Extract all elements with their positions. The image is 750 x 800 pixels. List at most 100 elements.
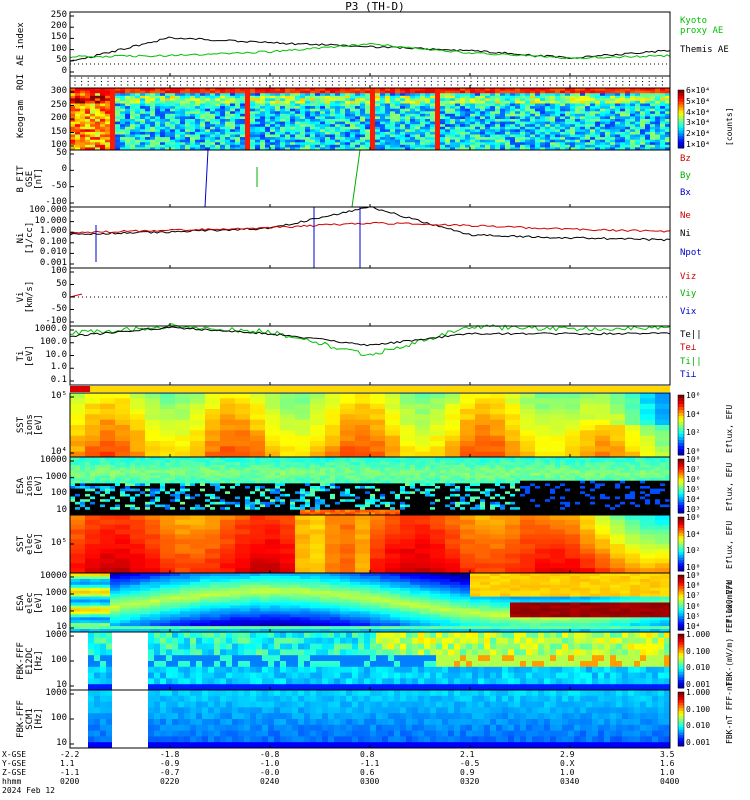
esa_i-cell <box>215 464 221 468</box>
esa_i-cell <box>225 491 231 495</box>
sst_i-cell <box>490 403 506 410</box>
esa_i-cell <box>75 464 81 468</box>
keo-cell <box>130 147 136 151</box>
esa_i-cell <box>380 478 386 482</box>
keo-cell <box>195 100 201 104</box>
keo-cell <box>115 134 121 138</box>
keo-cell <box>630 119 636 122</box>
esa_i-cell <box>320 491 326 495</box>
keo-cell <box>365 147 371 151</box>
keo-cell <box>580 131 586 135</box>
esa_i-cell <box>360 462 366 466</box>
esa_i-cell <box>80 488 86 492</box>
esa_i-cell <box>90 475 96 479</box>
esa_i-cell <box>340 462 346 466</box>
keo-cell <box>220 137 226 141</box>
esa_i-cell <box>105 470 111 474</box>
esa_i-cell <box>325 512 331 516</box>
keo-cell <box>195 124 201 128</box>
keo-cell <box>585 90 591 94</box>
esa_i-cell <box>205 493 211 497</box>
esa_i-cell <box>380 496 386 500</box>
keo-cell <box>510 139 516 143</box>
keo-cell <box>665 144 671 148</box>
keo-cell <box>400 95 406 99</box>
keo-cell <box>230 108 236 112</box>
esa_i-cell <box>110 504 116 508</box>
keo-cell <box>330 108 336 112</box>
esa_i-cell <box>315 462 321 466</box>
esa_i-cell <box>320 483 326 487</box>
esa_i-cell <box>240 509 246 513</box>
esa_i-cell <box>250 496 256 500</box>
keo-cell <box>305 116 311 120</box>
esa_i-cell <box>140 470 146 474</box>
keo-cell <box>365 116 371 120</box>
keo-cell <box>650 119 656 122</box>
keo-cell <box>260 134 266 138</box>
esa_i-cell <box>95 464 101 468</box>
keo-cell <box>600 88 606 91</box>
esa_i-cell <box>370 475 376 479</box>
esa_i-cell <box>155 475 161 479</box>
esa_i-cell <box>325 478 331 482</box>
esa_i-cell <box>255 467 261 471</box>
keo-cell <box>225 139 231 143</box>
keo-cell <box>550 95 556 99</box>
esa_i-cell <box>300 464 306 468</box>
sst_i-cell <box>295 451 311 458</box>
esa_i-cell <box>315 501 321 505</box>
esa_i-cell <box>355 459 361 463</box>
esa_i-cell <box>85 512 91 516</box>
esa_i-cell <box>225 462 231 466</box>
keo-cell <box>645 95 651 99</box>
keo-cell <box>175 137 181 141</box>
esa_i-cell <box>165 459 171 463</box>
keo-cell <box>180 147 186 151</box>
keo-cell <box>335 90 341 94</box>
esa_i-cell <box>315 509 321 513</box>
sst_i-cell <box>130 414 146 420</box>
keo-cell <box>630 103 636 107</box>
esa_i-cell <box>210 467 216 471</box>
esa_i-cell <box>210 499 216 503</box>
keo-cell <box>390 98 396 102</box>
keo-cell <box>365 129 371 133</box>
keo-cell <box>355 131 361 135</box>
keo-cell <box>450 93 456 97</box>
sst_i-cell <box>610 430 626 436</box>
keo-cell <box>505 90 511 94</box>
esa_i-cell <box>305 467 311 471</box>
keo-cell <box>420 134 426 138</box>
keo-cell <box>440 121 446 125</box>
sst_i-cell <box>70 414 86 420</box>
esa_i-cell <box>140 512 146 516</box>
sst_i-cell <box>85 393 101 399</box>
esa_i-cell <box>255 501 261 505</box>
keo-cell <box>475 124 481 128</box>
keo-cell <box>115 147 121 151</box>
esa_i-cell <box>140 457 146 460</box>
esa_i-cell <box>330 512 336 516</box>
esa_i-cell <box>145 493 151 497</box>
esa_i-cell <box>290 457 296 460</box>
keo-cell <box>160 131 166 135</box>
keo-cell <box>450 116 456 120</box>
keo-cell <box>520 95 526 99</box>
keo-cell <box>315 95 321 99</box>
esa_i-cell <box>215 504 221 508</box>
keo-cell <box>240 95 246 99</box>
keo-cell <box>185 106 191 110</box>
keo-cell <box>390 126 396 130</box>
esa_i-cell <box>125 480 131 484</box>
keo-cell <box>215 124 221 128</box>
sst_i-cell <box>640 446 656 452</box>
esa_i-cell <box>415 491 421 495</box>
keo-cell <box>405 95 411 99</box>
esa_i-cell <box>235 509 241 513</box>
keo-cell <box>360 134 366 138</box>
esa_i-cell <box>110 501 116 505</box>
keo-cell <box>495 93 501 97</box>
keo-cell <box>230 93 236 97</box>
keo-cell <box>405 100 411 104</box>
